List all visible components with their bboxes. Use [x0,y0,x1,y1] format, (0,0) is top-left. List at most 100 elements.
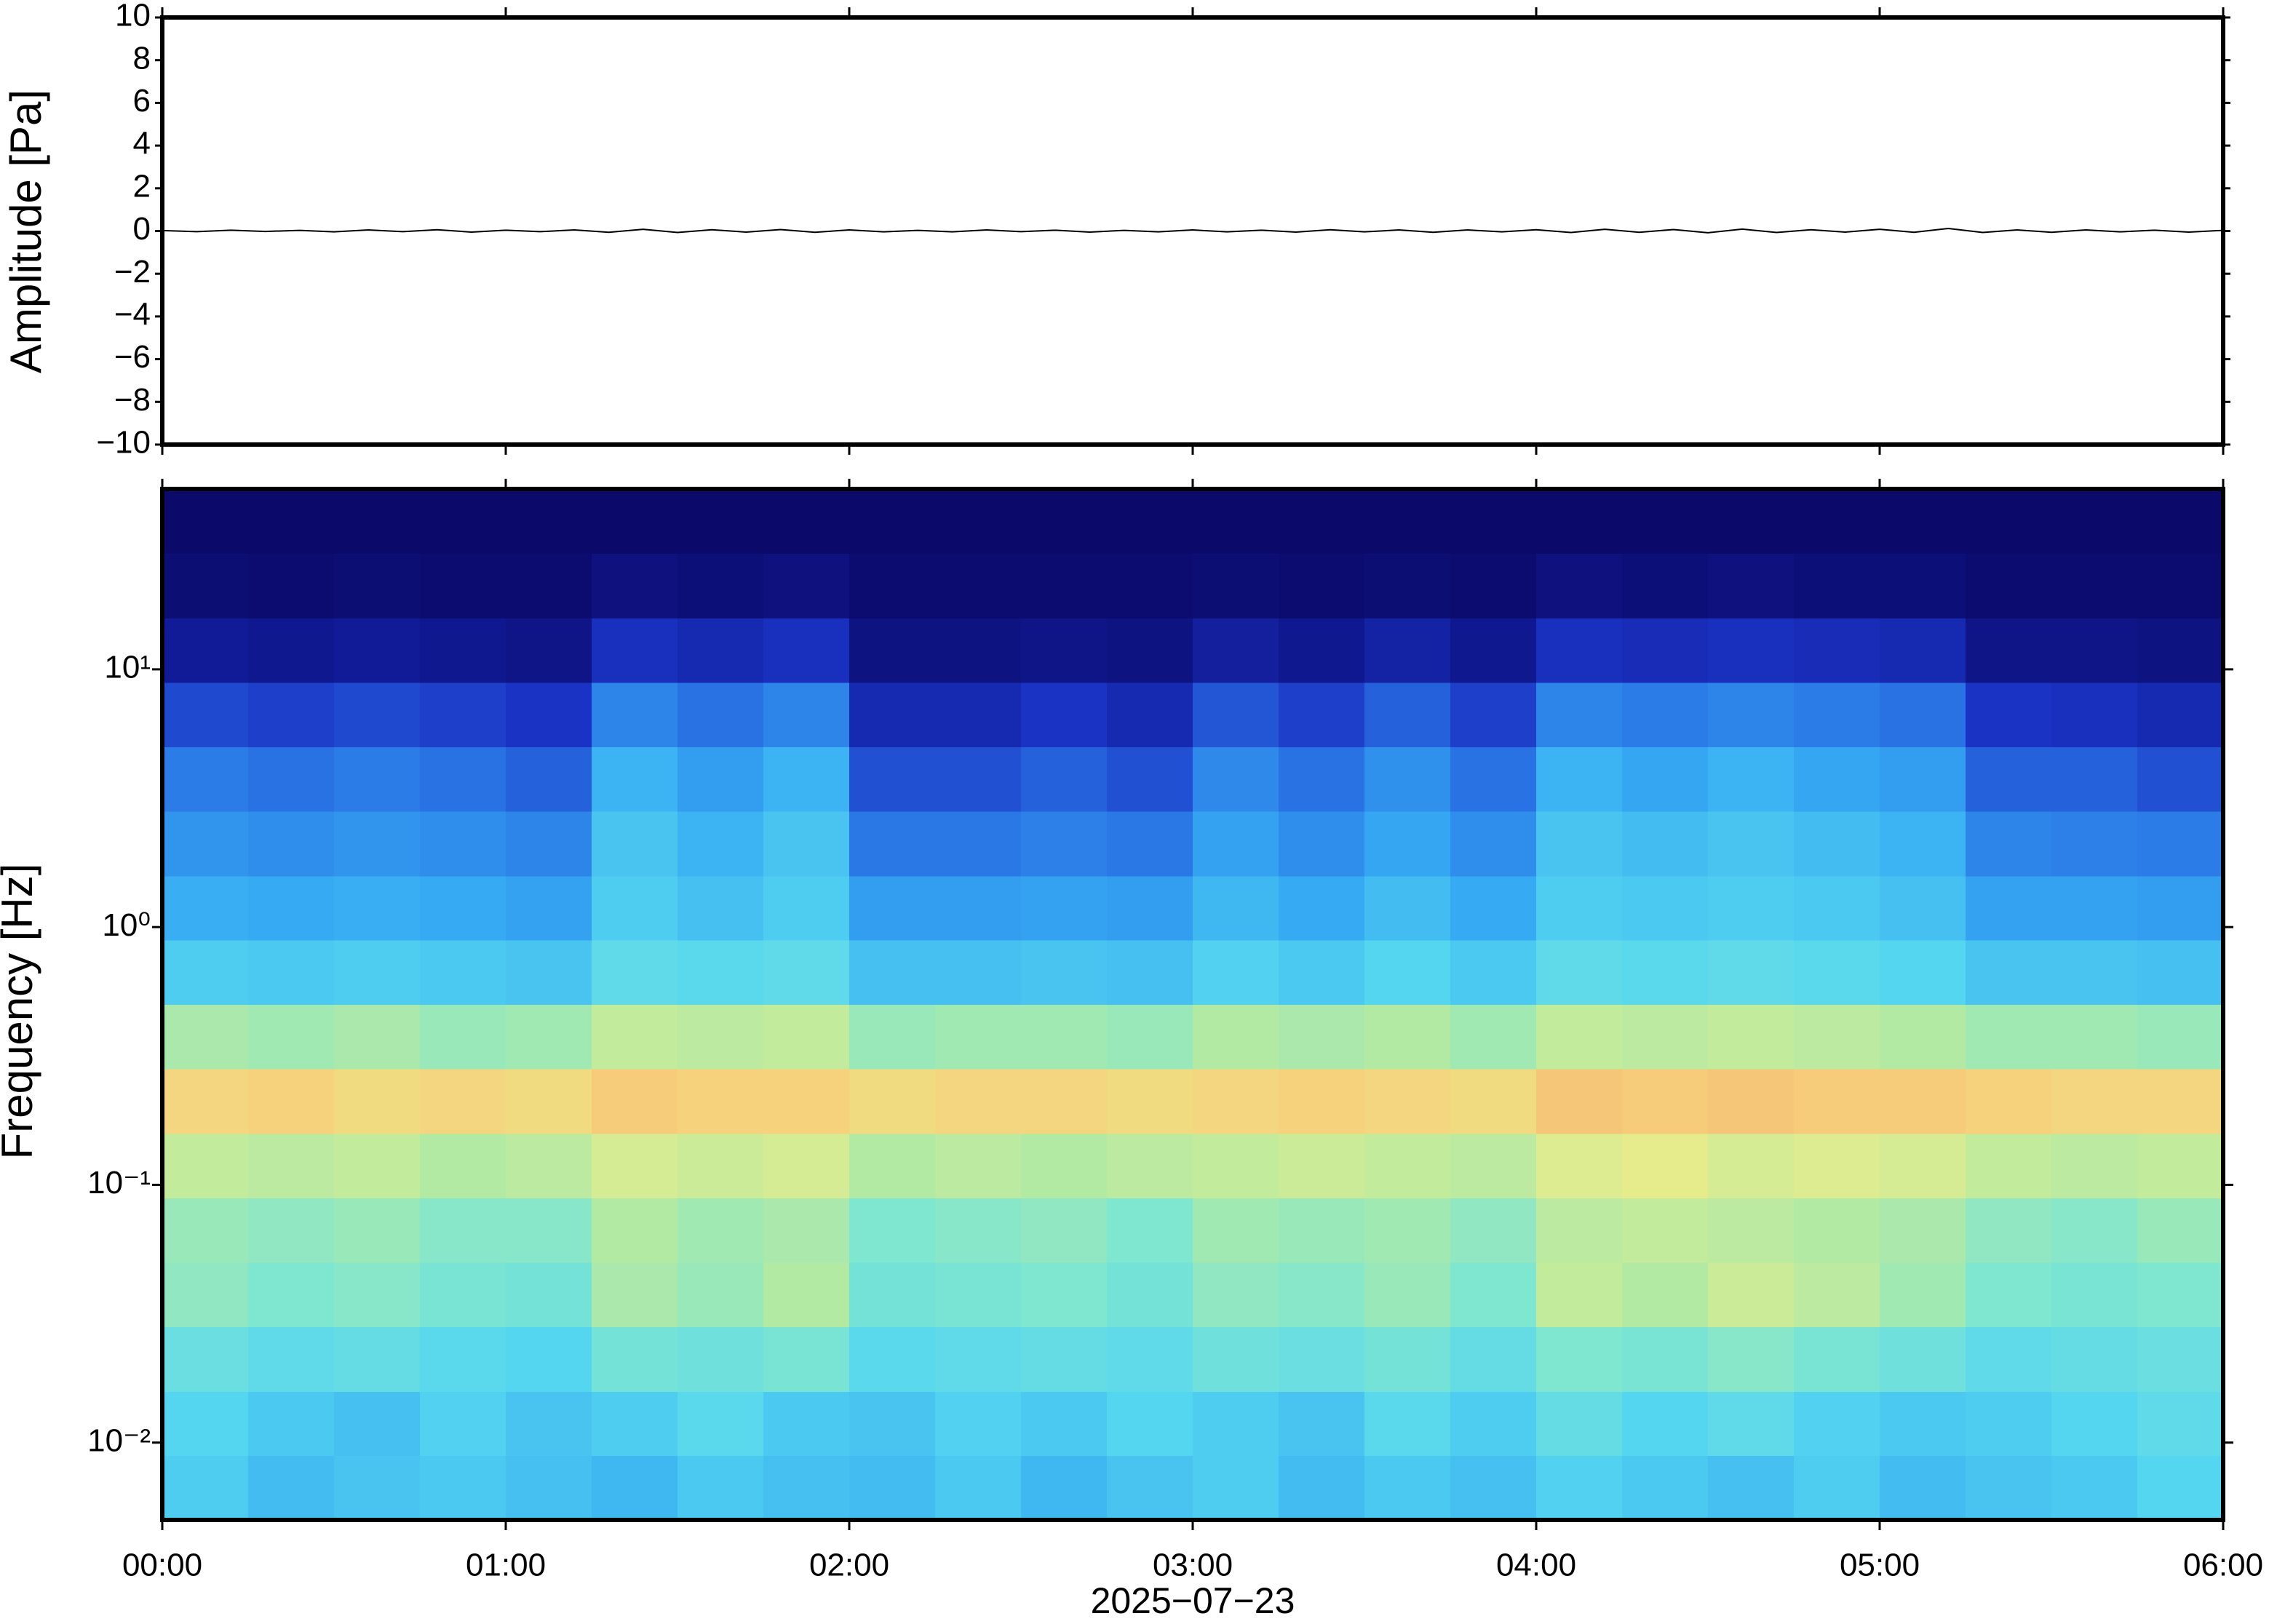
heat-cell [1107,1134,1193,1198]
heat-cell [2051,1326,2138,1392]
heat-cell [1880,1004,1966,1070]
heat-cell [1450,875,1537,941]
heat-cell [935,1068,1022,1134]
heat-cell [1708,682,1795,747]
heat-cell [1107,1068,1193,1134]
heat-cell [162,553,249,619]
heat-cell [506,489,592,554]
heat-cell [1107,747,1193,812]
heat-cell [1450,747,1537,812]
x-tick-label: 05:00 [1840,1548,1920,1583]
heat-cell [506,811,592,877]
plot-frame [160,487,2225,1522]
heat-cell [1107,875,1193,941]
heat-cell [1364,747,1451,812]
heat-cell [1279,1455,1365,1521]
heat-cell [1536,939,1623,1006]
heat-cell [1536,1455,1623,1521]
y-tick-label: 10⁻² [87,1422,151,1458]
heat-cell [1107,1004,1193,1070]
heat-cell [506,1134,592,1198]
heat-cell [935,1134,1022,1198]
heat-cell [162,1198,249,1263]
heat-cell [506,1391,592,1457]
y-tick-label: 6 [133,83,151,119]
heat-cell [849,618,936,683]
heat-cell [1279,875,1365,941]
heat-cell [1107,1262,1193,1327]
x-axis-label: 2025−07−23 [1091,1580,1295,1621]
heat-cell [1794,1262,1880,1327]
heat-cell [763,875,850,941]
heat-cell [1279,1068,1365,1134]
heat-cell [1193,811,1279,877]
heat-cell [2137,1262,2224,1327]
heat-cell [592,1326,678,1392]
heat-cell [763,1004,850,1070]
heat-cell [849,747,936,812]
heat-cell [248,1326,335,1392]
heat-cell [935,1455,1022,1521]
heat-cell [1364,939,1451,1006]
heat-cell [1107,1326,1193,1392]
heat-cell [1880,1198,1966,1263]
heat-cell [1708,1068,1795,1134]
heat-cell [1450,618,1537,683]
heat-cell [1364,489,1451,554]
heat-cell [1966,1391,2052,1457]
heat-cell [1021,939,1108,1006]
heat-cell [1364,811,1451,877]
y-tick-label: 8 [133,40,151,76]
heat-cell [248,618,335,683]
heat-cell [2051,1455,2138,1521]
heat-cell [162,1391,249,1457]
heat-cell [1364,875,1451,941]
heat-cell [1966,747,2052,812]
heat-cell [592,1391,678,1457]
heat-cell [763,1391,850,1457]
heat-cell [849,1198,936,1263]
heat-cell [1450,1262,1537,1327]
x-tick-label: 03:00 [1153,1548,1233,1583]
heat-cell [506,1262,592,1327]
heat-cell [763,1068,850,1134]
heat-cell [2137,747,2224,812]
heat-cell [1966,682,2052,747]
heat-cell [2137,1134,2224,1198]
y-tick-label: 10⁻¹ [87,1165,151,1201]
heat-cell [1364,682,1451,747]
heat-cell [334,489,421,554]
heat-cell [248,1134,335,1198]
heat-cell [1708,939,1795,1006]
heat-cell [849,553,936,619]
heat-cell [849,682,936,747]
heat-cell [1021,1198,1108,1263]
heat-cell [248,1391,335,1457]
heat-cell [1450,1326,1537,1392]
x-tick-label: 06:00 [2183,1548,2263,1583]
heat-cell [1193,747,1279,812]
heat-cell [677,811,764,877]
heat-cell [849,1004,936,1070]
heat-cell [1794,489,1880,554]
heat-cell [1966,489,2052,554]
y-tick-label: 10¹ [104,650,151,685]
heat-cell [162,489,249,554]
heat-cell [592,1455,678,1521]
heat-cell [763,1198,850,1263]
heat-cell [162,1262,249,1327]
heat-cell [1021,747,1108,812]
heat-cell [1708,1391,1795,1457]
heat-cell [1536,875,1623,941]
heat-cell [420,553,506,619]
heat-cell [2137,1455,2224,1521]
heat-cell [1364,1391,1451,1457]
heat-cell [1966,1455,2052,1521]
heat-cell [1622,1391,1709,1457]
heat-cell [420,1391,506,1457]
heat-cell [1622,1262,1709,1327]
heat-cell [1536,1391,1623,1457]
heat-cell [849,811,936,877]
heat-cell [1708,1134,1795,1198]
heat-cell [1794,939,1880,1006]
